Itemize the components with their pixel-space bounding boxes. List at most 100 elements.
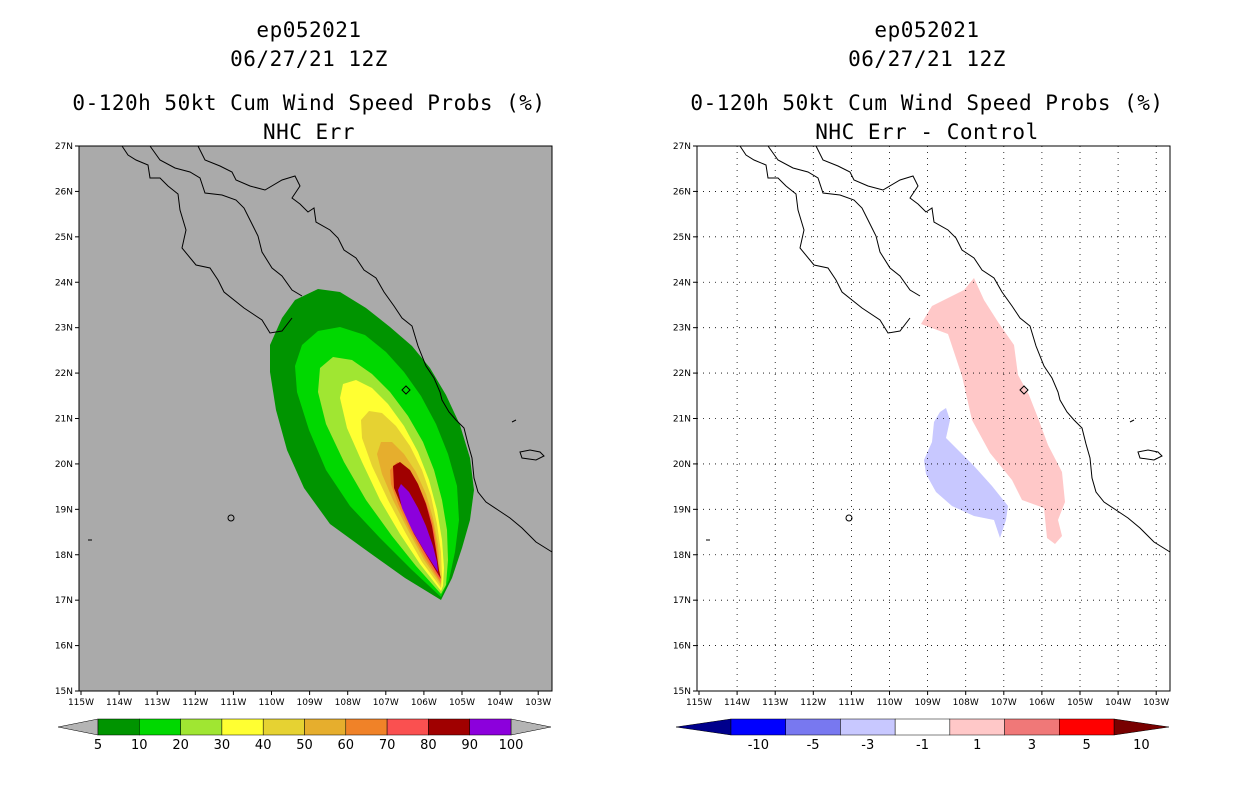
lat-label: 25N <box>673 233 691 243</box>
lon-label: 110W <box>258 698 284 708</box>
lon-label: 106W <box>411 698 437 708</box>
colorbar-label: 60 <box>338 738 355 753</box>
colorbar-label: 30 <box>214 738 231 753</box>
lat-label: 18N <box>55 551 73 561</box>
island-marias <box>401 385 411 395</box>
lat-label: 24N <box>673 278 691 288</box>
plot-subtitle: NHC Err - Control <box>815 120 1039 144</box>
lon-label: 104W <box>487 698 513 708</box>
lat-label: 27N <box>55 142 73 152</box>
colorbar-probs: 5 10 20 30 40 50 60 70 80 90 100 <box>57 718 552 753</box>
lon-label: 111W <box>220 698 246 708</box>
lat-label: 26N <box>55 187 73 197</box>
lon-label: 109W <box>915 698 941 708</box>
lat-label: 21N <box>55 415 73 425</box>
difference-map: 27N26N25N24N23N22N21N20N19N18N17N16N15N … <box>673 142 1171 753</box>
panel-nhc-err: ep052021 06/27/21 12Z 0-120h 50kt Cum Wi… <box>55 18 553 753</box>
lon-label: 115W <box>68 698 94 708</box>
lat-label: 22N <box>673 369 691 379</box>
colorbar-label: 80 <box>420 738 437 753</box>
colorbar-label: -5 <box>807 738 820 753</box>
colorbar-label: -3 <box>861 738 874 753</box>
coastlines <box>88 145 553 553</box>
lon-label: 105W <box>449 698 475 708</box>
plot-title: 0-120h 50kt Cum Wind Speed Probs (%) <box>690 91 1164 115</box>
lake-chapala <box>1137 449 1163 461</box>
colorbar-swatch <box>345 718 388 736</box>
lon-label: 103W <box>1143 698 1169 708</box>
gulf-west-coast <box>767 145 921 297</box>
lat-label: 17N <box>673 596 691 606</box>
colorbar-swatch <box>139 718 181 736</box>
colorbar-swatch <box>949 718 1005 736</box>
lon-label: 113W <box>762 698 788 708</box>
lon-label: 115W <box>686 698 712 708</box>
island-marias <box>1019 385 1029 395</box>
colorbar-label: 10 <box>131 738 148 753</box>
colorbar-low-end <box>57 718 99 736</box>
grid-lines <box>697 146 1170 691</box>
lat-label: 23N <box>673 324 691 334</box>
mainland-coast <box>815 145 1171 553</box>
colorbar-swatch <box>1059 718 1115 736</box>
lat-label: 25N <box>55 233 73 243</box>
lat-label: 15N <box>673 687 691 697</box>
lon-label: 106W <box>1029 698 1055 708</box>
gulf-west-coast <box>149 145 303 297</box>
colorbar-swatch <box>1004 718 1060 736</box>
diff-negative-region <box>924 408 1008 538</box>
baja-california-coast <box>739 145 911 334</box>
colorbar-swatch <box>894 718 951 736</box>
plot-subtitle: NHC Err <box>262 120 355 144</box>
lon-label: 113W <box>144 698 170 708</box>
lat-label: 27N <box>673 142 691 152</box>
colorbar-swatch <box>262 718 305 736</box>
lat-label: 20N <box>55 460 73 470</box>
lat-labels: 27N 26N 25N 24N 23N 22N 21N 20N 19N 18N 17N 16N 15N <box>55 142 73 697</box>
forecast-datetime: 06/27/21 12Z <box>848 47 1006 71</box>
colorbar-swatch <box>840 718 896 736</box>
lat-label: 17N <box>55 596 73 606</box>
lon-label: 107W <box>991 698 1017 708</box>
lake-chapala <box>519 449 545 461</box>
lat-label: 23N <box>55 324 73 334</box>
colorbar-label: 50 <box>296 738 313 753</box>
lat-label: 21N <box>673 415 691 425</box>
lon-label: 103W <box>525 698 551 708</box>
colorbar-swatch <box>304 718 347 736</box>
colorbar-swatch <box>97 718 140 736</box>
colorbar-high-end <box>1113 718 1170 736</box>
lat-label: 24N <box>55 278 73 288</box>
inland-feature <box>1129 419 1135 423</box>
colorbar-label: 70 <box>379 738 396 753</box>
island <box>227 514 235 522</box>
colorbar-swatch <box>730 718 786 736</box>
lon-label: 107W <box>373 698 399 708</box>
lon-label: 105W <box>1067 698 1093 708</box>
colorbar-high-end <box>510 718 552 736</box>
colorbar-swatch <box>428 718 470 736</box>
colorbar-label: -10 <box>748 738 769 753</box>
island <box>845 514 853 522</box>
lon-label: 110W <box>876 698 902 708</box>
inland-feature <box>511 419 517 423</box>
lon-labels: 115W 114W 113W 112W 111W 110W 109W 108W 107W 106W… <box>686 698 1169 708</box>
lat-label: 15N <box>55 687 73 697</box>
colorbar-swatch <box>386 718 429 736</box>
axis-ticks <box>693 145 1157 695</box>
colorbar-label: 90 <box>461 738 478 753</box>
colorbar-low-end <box>675 718 732 736</box>
lat-label: 20N <box>673 460 691 470</box>
colorbar-swatch <box>180 718 223 736</box>
colorbar-label: 40 <box>255 738 272 753</box>
lat-label: 18N <box>673 551 691 561</box>
colorbar-label: 3 <box>1028 738 1036 753</box>
colorbar-diff: -10 -5 -3 -1 1 3 5 10 <box>675 718 1170 753</box>
lon-label: 104W <box>1105 698 1131 708</box>
forecast-datetime: 06/27/21 12Z <box>230 47 388 71</box>
lon-labels: 115W 114W 113W 112W 111W 110W 109W 108W 107W 106W… <box>68 698 551 708</box>
lat-label: 22N <box>55 369 73 379</box>
lat-label: 16N <box>55 642 73 652</box>
plot-title: 0-120h 50kt Cum Wind Speed Probs (%) <box>72 91 546 115</box>
lon-label: 108W <box>953 698 979 708</box>
